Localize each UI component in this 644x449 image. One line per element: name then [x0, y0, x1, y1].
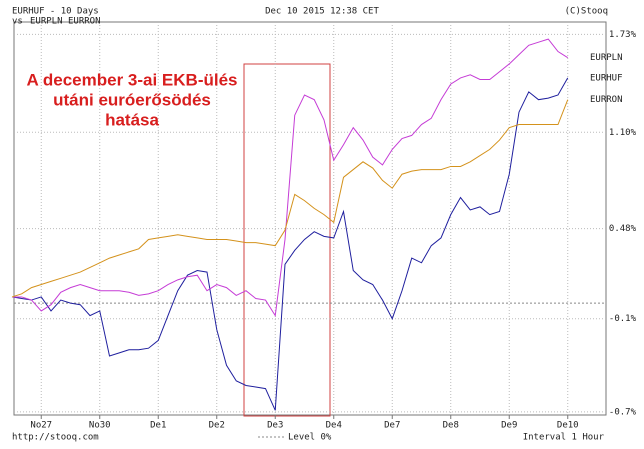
- series-line: [11, 99, 569, 298]
- series-end-label: EURRON: [590, 95, 623, 105]
- x-tick-label: De4: [326, 421, 342, 431]
- x-tick-label: De8: [443, 421, 459, 431]
- y-tick-label: 1.10%: [609, 128, 637, 138]
- source: http://stooq.com: [12, 433, 99, 443]
- x-tick-label: De10: [557, 421, 579, 431]
- x-tick-label: No30: [89, 421, 111, 431]
- timestamp: Dec 10 2015 12:38 CET: [265, 7, 379, 17]
- series-end-label: EURPLN: [590, 53, 623, 63]
- annotation: hatása: [105, 110, 159, 129]
- y-tick-label: -0.1%: [609, 314, 637, 324]
- x-tick-label: De9: [501, 421, 517, 431]
- x-tick-label: De3: [267, 421, 283, 431]
- y-tick-label: 0.48%: [609, 224, 637, 234]
- highlight-box: [243, 63, 331, 417]
- legend-entry: EURPLN: [30, 17, 63, 27]
- level-legend: Level 0%: [288, 433, 332, 443]
- x-tick-label: De2: [209, 421, 225, 431]
- copyright: (C)Stooq: [565, 7, 608, 17]
- annotation: A december 3-ai EKB-ülés: [27, 70, 238, 89]
- series-end-label: EURHUF: [590, 73, 623, 83]
- annotation: utáni euróerősödés: [53, 90, 211, 109]
- x-tick-label: De1: [150, 421, 166, 431]
- x-tick-label: No27: [30, 421, 52, 431]
- series-line: [11, 77, 569, 411]
- legend-entry: EURRON: [68, 17, 101, 27]
- y-tick-label: -0.7%: [609, 407, 637, 417]
- plot-area: [13, 21, 607, 416]
- chart-title: EURHUF - 10 Days: [12, 7, 99, 17]
- y-tick-label: 1.73%: [609, 30, 637, 40]
- vs-label: vs: [12, 17, 23, 27]
- x-tick-label: De7: [384, 421, 400, 431]
- interval: Interval 1 Hour: [523, 433, 605, 443]
- series-line: [12, 38, 569, 318]
